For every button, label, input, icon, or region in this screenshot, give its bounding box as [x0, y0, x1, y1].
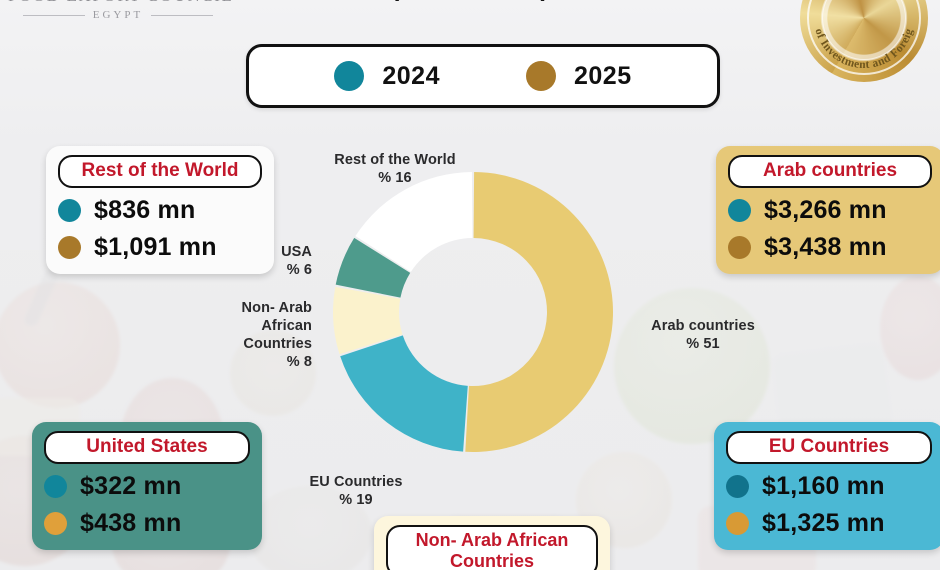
card-title: EU Countries	[726, 431, 932, 464]
card-value-2024: $3,266 mn	[764, 195, 887, 224]
donut-slice-usa[interactable]	[335, 237, 411, 298]
slice-label-non-arab-african: Non- Arab African Countries % 8	[196, 300, 312, 372]
value-dot-icon-2025	[726, 511, 749, 535]
legend-dot-icon-2024	[334, 61, 365, 91]
card-title: United States	[44, 431, 250, 464]
card-value-2025: $438 mn	[80, 508, 182, 537]
card-value-row-2024: $1,160 mn	[726, 472, 932, 501]
slice-label-pct: % 19	[339, 491, 373, 508]
slice-label-pct: % 8	[286, 353, 312, 370]
slice-label-name: USA	[281, 244, 312, 260]
card-value-2025: $3,438 mn	[764, 232, 887, 261]
donut-slice-eu-countries[interactable]	[340, 335, 468, 452]
card-value-row-2024: $3,266 mn	[728, 196, 932, 225]
page-title: (USD Million)	[0, 0, 940, 3]
svg-text:of Investment and Foreig: of Investment and Foreig	[812, 27, 915, 71]
food-export-council-logo: FOOD EXPORT COUNCIL EGYPT	[8, 0, 232, 21]
card-arab-countries[interactable]: Arab countries $3,266 mn $3,438 mn	[716, 146, 940, 274]
logo-rule-right	[151, 14, 214, 16]
card-value-2025: $1,091 mn	[94, 232, 217, 261]
card-value-row-2024: $836 mn	[58, 196, 262, 225]
card-rest-of-world[interactable]: Rest of the World $836 mn $1,091 mn	[46, 146, 274, 274]
slice-label-usa: USA % 6	[228, 244, 312, 280]
card-eu-countries[interactable]: EU Countries $1,160 mn $1,325 mn	[714, 422, 940, 550]
card-title: Rest of the World	[58, 155, 262, 188]
card-value-row-2025: $438 mn	[44, 509, 250, 538]
donut-chart	[333, 172, 613, 452]
legend-item-2025[interactable]: 2025	[526, 61, 632, 91]
card-value-2024: $322 mn	[80, 471, 182, 500]
value-dot-icon-2024	[726, 474, 749, 498]
card-value-row-2025: $1,091 mn	[58, 233, 262, 262]
donut-chart-svg	[333, 172, 613, 452]
card-value-2024: $836 mn	[94, 195, 196, 224]
slice-label-name: Arab countries	[651, 318, 755, 334]
card-value-row-2025: $3,438 mn	[728, 233, 932, 262]
value-dot-icon-2025	[58, 235, 81, 259]
seal-arc-text: of Investment and Foreig	[812, 27, 915, 71]
seal-arc-label: of Investment and Foreig	[812, 27, 915, 71]
logo-subtitle: EGYPT	[92, 9, 144, 21]
legend-label-2024: 2024	[382, 61, 440, 90]
legend-item-2024[interactable]: 2024	[334, 61, 440, 91]
card-value-row-2025: $1,325 mn	[726, 509, 932, 538]
card-value-2025: $1,325 mn	[762, 508, 885, 537]
card-title: Arab countries	[728, 155, 932, 188]
slice-label-rest-of-world: Rest of the World % 16	[305, 152, 485, 188]
value-dot-icon-2025	[44, 511, 67, 535]
donut-slice-rest-of-the-world[interactable]	[355, 172, 473, 272]
card-non-arab-african[interactable]: Non- Arab African Countries	[374, 516, 610, 570]
slice-label-pct: % 6	[286, 261, 312, 278]
donut-slice-arab-countries[interactable]	[465, 172, 613, 452]
ministry-seal: جمهورية مصر العربية of Investment and Fo…	[800, 0, 928, 82]
card-title: Non- Arab African Countries	[386, 525, 598, 570]
value-dot-icon-2024	[728, 198, 751, 222]
value-dot-icon-2025	[728, 235, 751, 259]
slice-label-pct: % 16	[378, 169, 412, 186]
card-value-2024: $1,160 mn	[762, 471, 885, 500]
slice-label-pct: % 51	[686, 335, 720, 352]
card-value-row-2024: $322 mn	[44, 472, 250, 501]
legend-dot-icon-2025	[526, 61, 556, 91]
slice-label-eu-countries: EU Countries % 19	[286, 474, 426, 510]
chart-legend: 2024 2025	[246, 44, 720, 108]
slice-label-name: Rest of the World	[334, 152, 456, 168]
value-dot-icon-2024	[58, 198, 81, 222]
slice-label-name: EU Countries	[309, 474, 403, 490]
slice-label-name: Non- Arab African Countries	[241, 300, 312, 352]
logo-rule-left	[22, 14, 85, 16]
value-dot-icon-2024	[44, 474, 67, 498]
card-united-states[interactable]: United States $322 mn $438 mn	[32, 422, 262, 550]
slice-label-arab-countries: Arab countries % 51	[628, 318, 778, 354]
legend-label-2025: 2025	[574, 61, 632, 90]
logo-title: FOOD EXPORT COUNCIL	[8, 0, 232, 6]
donut-slice-non-arab-african-countries[interactable]	[333, 286, 403, 355]
